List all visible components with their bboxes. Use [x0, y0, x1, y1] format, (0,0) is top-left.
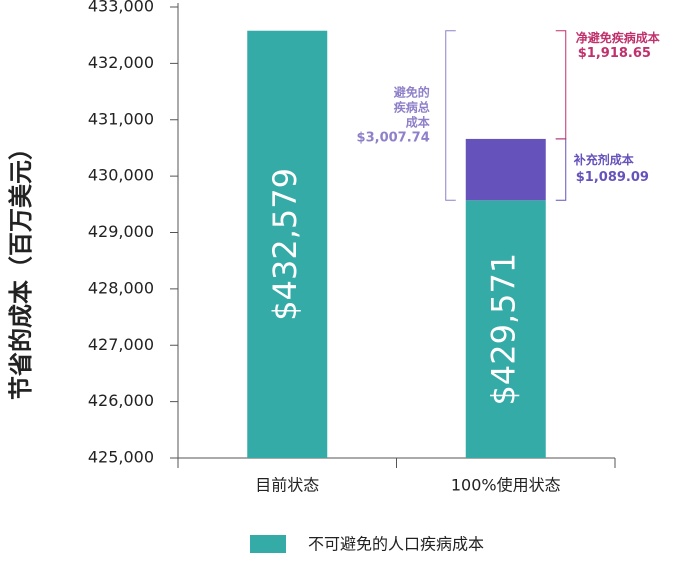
annotation-value: $3,007.74 — [357, 131, 430, 146]
annotation-value: $1,918.65 — [578, 46, 651, 61]
bracket — [555, 30, 567, 140]
bar-segment — [465, 138, 546, 201]
y-tick-label: 428,000 — [88, 278, 154, 297]
annotation-text: 避免的 — [394, 85, 430, 100]
y-tick-label: 430,000 — [88, 166, 154, 185]
annotation-text: 净避免疾病成本 — [576, 30, 660, 45]
y-tick-label: 431,000 — [88, 109, 154, 128]
y-tick-label: 433,000 — [88, 0, 154, 16]
x-tick-label: 目前状态 — [255, 476, 319, 495]
bar-segment — [465, 200, 546, 458]
annotation-text: 疾病总 — [394, 100, 430, 115]
segment-value: $1,089.09 — [576, 170, 649, 185]
legend-swatch — [250, 535, 286, 553]
y-tick-label: 427,000 — [88, 335, 154, 354]
y-tick-label: 425,000 — [88, 448, 154, 467]
bar-value-label: $432,579 — [266, 168, 304, 321]
y-tick-label: 429,000 — [88, 222, 154, 241]
bar-segment — [247, 30, 328, 458]
y-tick-label: 426,000 — [88, 391, 154, 410]
x-tick-label: 100%使用状态 — [451, 476, 561, 495]
y-tick-label: 432,000 — [88, 53, 154, 72]
y-axis-label: 节省的成本（百万美元） — [7, 136, 35, 400]
legend-label: 不可避免的人口疾病成本 — [308, 535, 484, 554]
annotation-text: 成本 — [406, 115, 430, 130]
bracket — [445, 30, 456, 201]
bracket — [555, 138, 567, 201]
bar-value-label: $429,571 — [485, 253, 523, 406]
segment-name: 补充剂成本 — [573, 152, 634, 167]
